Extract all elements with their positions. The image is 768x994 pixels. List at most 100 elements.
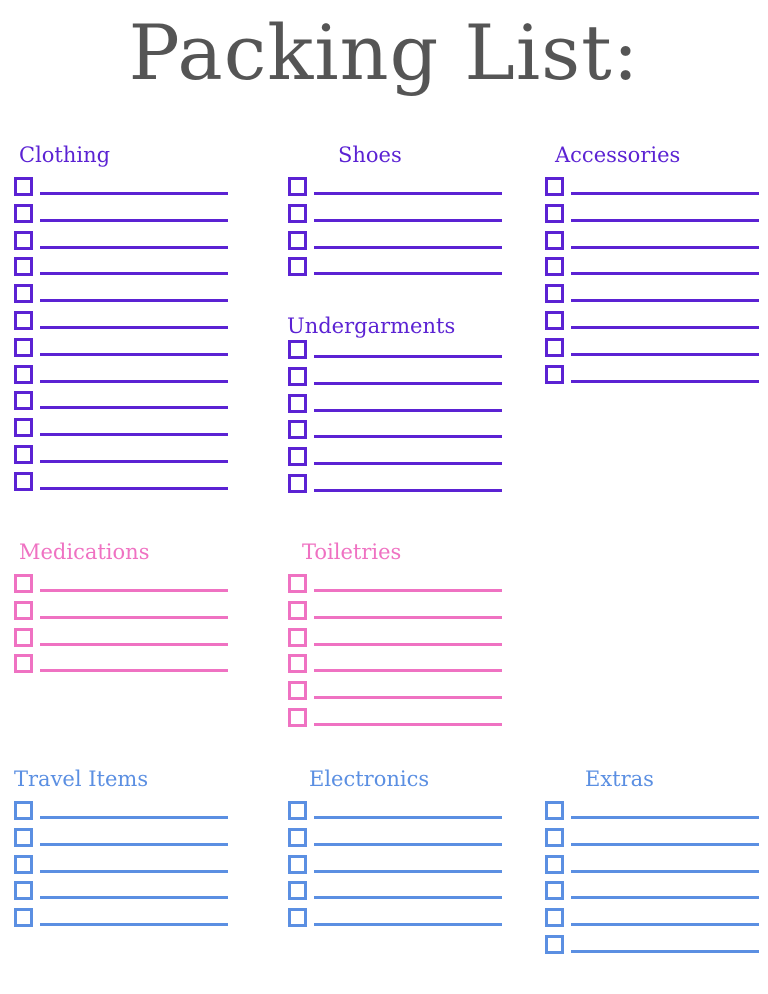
write-in-line[interactable] bbox=[40, 272, 228, 276]
write-in-line[interactable] bbox=[314, 462, 502, 466]
checkbox[interactable] bbox=[545, 311, 564, 330]
write-in-line[interactable] bbox=[314, 489, 502, 492]
checkbox[interactable] bbox=[288, 474, 307, 493]
write-in-line[interactable] bbox=[571, 869, 759, 873]
checkbox[interactable] bbox=[14, 284, 33, 304]
checkbox[interactable] bbox=[288, 801, 307, 820]
write-in-line[interactable] bbox=[40, 615, 228, 619]
write-in-line[interactable] bbox=[314, 589, 502, 592]
write-in-line[interactable] bbox=[314, 816, 502, 819]
checkbox[interactable] bbox=[545, 230, 564, 250]
checkbox[interactable] bbox=[288, 230, 307, 250]
write-in-line[interactable] bbox=[314, 381, 502, 385]
write-in-line[interactable] bbox=[571, 218, 759, 222]
checkbox[interactable] bbox=[288, 574, 307, 593]
checkbox[interactable] bbox=[288, 908, 307, 928]
checkbox[interactable] bbox=[14, 654, 33, 674]
write-in-line[interactable] bbox=[314, 355, 502, 358]
checkbox[interactable] bbox=[14, 801, 33, 820]
write-in-line[interactable] bbox=[314, 723, 502, 726]
checkbox[interactable] bbox=[288, 600, 307, 620]
checkbox[interactable] bbox=[288, 881, 307, 901]
write-in-line[interactable] bbox=[40, 379, 228, 383]
checkbox[interactable] bbox=[14, 311, 33, 330]
write-in-line[interactable] bbox=[40, 589, 228, 592]
write-in-line[interactable] bbox=[40, 486, 228, 490]
checkbox[interactable] bbox=[288, 708, 307, 727]
checkbox[interactable] bbox=[288, 257, 307, 277]
write-in-line[interactable] bbox=[40, 669, 228, 673]
checkbox[interactable] bbox=[545, 284, 564, 304]
checkbox[interactable] bbox=[545, 935, 564, 954]
write-in-line[interactable] bbox=[571, 326, 759, 329]
write-in-line[interactable] bbox=[40, 326, 228, 329]
checkbox[interactable] bbox=[288, 827, 307, 847]
checkbox[interactable] bbox=[14, 471, 33, 491]
checkbox[interactable] bbox=[288, 654, 307, 674]
checkbox[interactable] bbox=[288, 203, 307, 223]
checkbox[interactable] bbox=[14, 574, 33, 593]
write-in-line[interactable] bbox=[314, 642, 502, 646]
checkbox[interactable] bbox=[14, 827, 33, 847]
checkbox[interactable] bbox=[288, 177, 307, 196]
write-in-line[interactable] bbox=[314, 218, 502, 222]
checkbox[interactable] bbox=[288, 627, 307, 647]
checkbox[interactable] bbox=[545, 908, 564, 928]
checkbox[interactable] bbox=[14, 337, 33, 357]
write-in-line[interactable] bbox=[40, 218, 228, 222]
write-in-line[interactable] bbox=[314, 192, 502, 195]
write-in-line[interactable] bbox=[571, 192, 759, 195]
write-in-line[interactable] bbox=[571, 272, 759, 276]
checkbox[interactable] bbox=[545, 827, 564, 847]
write-in-line[interactable] bbox=[571, 923, 759, 927]
write-in-line[interactable] bbox=[40, 642, 228, 646]
checkbox[interactable] bbox=[14, 445, 33, 464]
checkbox[interactable] bbox=[14, 203, 33, 223]
write-in-line[interactable] bbox=[571, 299, 759, 303]
write-in-line[interactable] bbox=[571, 896, 759, 900]
write-in-line[interactable] bbox=[571, 950, 759, 953]
write-in-line[interactable] bbox=[314, 923, 502, 927]
checkbox[interactable] bbox=[545, 177, 564, 196]
write-in-line[interactable] bbox=[40, 816, 228, 819]
write-in-line[interactable] bbox=[571, 352, 759, 356]
checkbox[interactable] bbox=[545, 881, 564, 901]
checkbox[interactable] bbox=[14, 881, 33, 901]
write-in-line[interactable] bbox=[40, 869, 228, 873]
write-in-line[interactable] bbox=[314, 696, 502, 700]
write-in-line[interactable] bbox=[40, 433, 228, 437]
checkbox[interactable] bbox=[545, 203, 564, 223]
write-in-line[interactable] bbox=[314, 869, 502, 873]
write-in-line[interactable] bbox=[40, 299, 228, 303]
write-in-line[interactable] bbox=[571, 379, 759, 383]
checkbox[interactable] bbox=[545, 854, 564, 874]
checkbox[interactable] bbox=[545, 364, 564, 384]
checkbox[interactable] bbox=[545, 337, 564, 357]
checkbox[interactable] bbox=[14, 391, 33, 411]
checkbox[interactable] bbox=[14, 364, 33, 384]
checkbox[interactable] bbox=[14, 418, 33, 438]
checkbox[interactable] bbox=[288, 854, 307, 874]
write-in-line[interactable] bbox=[314, 408, 502, 412]
write-in-line[interactable] bbox=[40, 245, 228, 249]
checkbox[interactable] bbox=[14, 854, 33, 874]
checkbox[interactable] bbox=[288, 366, 307, 386]
checkbox[interactable] bbox=[288, 681, 307, 701]
write-in-line[interactable] bbox=[40, 406, 228, 410]
checkbox[interactable] bbox=[288, 393, 307, 413]
checkbox[interactable] bbox=[288, 447, 307, 467]
checkbox[interactable] bbox=[14, 177, 33, 196]
checkbox[interactable] bbox=[288, 340, 307, 359]
checkbox[interactable] bbox=[14, 600, 33, 620]
write-in-line[interactable] bbox=[571, 816, 759, 819]
checkbox[interactable] bbox=[545, 801, 564, 820]
write-in-line[interactable] bbox=[40, 842, 228, 846]
write-in-line[interactable] bbox=[571, 245, 759, 249]
write-in-line[interactable] bbox=[571, 842, 759, 846]
write-in-line[interactable] bbox=[314, 896, 502, 900]
write-in-line[interactable] bbox=[40, 192, 228, 195]
write-in-line[interactable] bbox=[314, 615, 502, 619]
write-in-line[interactable] bbox=[40, 460, 228, 463]
write-in-line[interactable] bbox=[40, 923, 228, 927]
checkbox[interactable] bbox=[288, 420, 307, 440]
